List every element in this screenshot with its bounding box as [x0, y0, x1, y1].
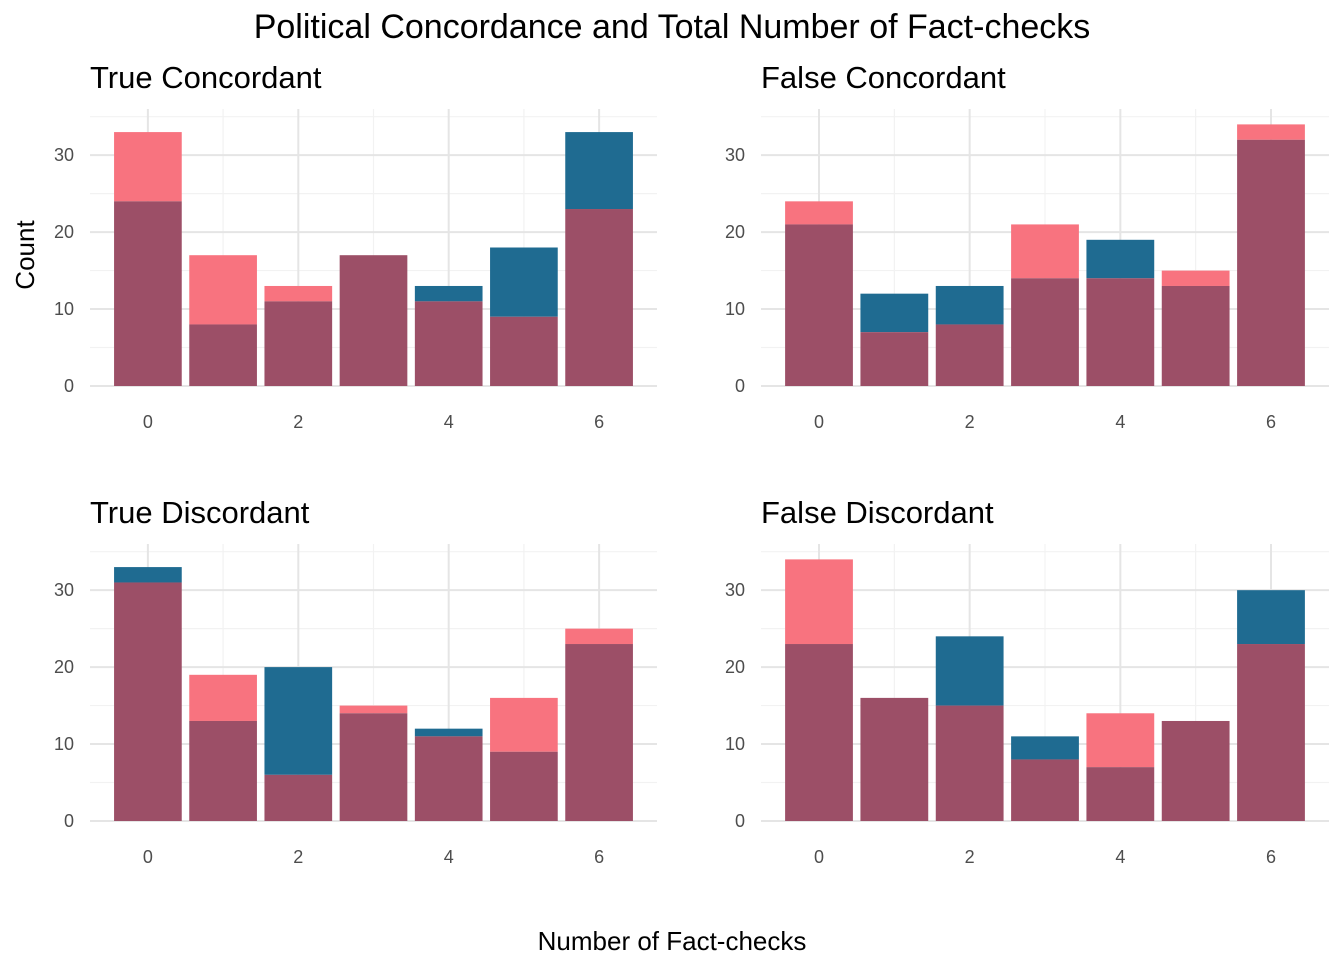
y-tick-label: 10: [54, 299, 74, 319]
x-tick-label: 6: [1266, 847, 1276, 867]
facet-panel: 0 10 20 30 0 2 4 6 True Discordant: [54, 495, 657, 867]
bar-overlap: [1086, 767, 1155, 821]
bar-series-1: [189, 255, 257, 325]
bar-overlap: [1237, 644, 1305, 821]
x-tick-label: 2: [965, 847, 975, 867]
bar-series-1: [264, 285, 333, 302]
y-axis-title: Count: [10, 220, 40, 290]
x-tick-label: 4: [444, 412, 454, 432]
bar-series-2: [1086, 239, 1155, 279]
y-tick-label: 30: [725, 580, 745, 600]
y-tick-label: 0: [735, 811, 745, 831]
bar-series-1: [565, 628, 633, 645]
bar-series-1: [1237, 124, 1305, 140]
facet-panel: 0 10 20 30 0 2 4 6 False Discordant: [725, 495, 1329, 867]
bar-series-2: [860, 293, 929, 333]
x-tick-label: 0: [814, 412, 824, 432]
bar-overlap: [114, 201, 182, 386]
panel-title: True Concordant: [90, 60, 322, 95]
x-tick-label: 4: [1115, 847, 1125, 867]
facet-panel: 0 10 20 30 0 2 4 6 False Concordant: [725, 60, 1329, 432]
y-tick-label: 0: [735, 376, 745, 396]
bar-series-2: [414, 728, 483, 737]
bar-overlap: [490, 316, 558, 386]
panel-title: False Concordant: [761, 60, 1006, 95]
x-tick-label: 0: [143, 412, 153, 432]
bar-overlap: [565, 209, 633, 386]
panel-title: False Discordant: [761, 495, 994, 530]
y-tick-label: 10: [725, 734, 745, 754]
x-axis-title: Number of Fact-checks: [538, 926, 807, 956]
x-tick-label: 6: [594, 847, 604, 867]
y-tick-label: 0: [64, 376, 74, 396]
chart-title: Political Concordance and Total Number o…: [254, 8, 1091, 46]
facet-panel: 0 10 20 30 0 2 4 6 True Concordant: [54, 60, 657, 432]
y-tick-label: 20: [725, 657, 745, 677]
bar-overlap: [935, 705, 1004, 821]
bar-series-1: [339, 705, 408, 714]
bar-series-2: [1011, 736, 1079, 760]
bar-overlap: [1237, 139, 1305, 386]
bar-overlap: [264, 301, 333, 386]
x-tick-label: 0: [143, 847, 153, 867]
bar-overlap: [785, 224, 853, 386]
bar-series-2: [490, 247, 558, 317]
bar-series-1: [490, 697, 558, 752]
bar-overlap: [490, 751, 558, 821]
bar-series-2: [114, 567, 182, 583]
bar-overlap: [189, 324, 257, 386]
bar-series-1: [1161, 270, 1230, 286]
x-tick-label: 0: [814, 847, 824, 867]
bar-overlap: [114, 582, 182, 821]
bar-overlap: [264, 774, 333, 821]
y-tick-label: 30: [54, 145, 74, 165]
x-tick-label: 6: [594, 412, 604, 432]
bar-series-1: [189, 674, 257, 721]
x-tick-label: 2: [293, 412, 303, 432]
bar-overlap: [785, 644, 853, 821]
x-tick-label: 2: [965, 412, 975, 432]
bar-series-2: [264, 667, 333, 775]
bar-overlap: [189, 720, 257, 821]
y-tick-label: 20: [725, 222, 745, 242]
bar-overlap: [1086, 278, 1155, 386]
bar-overlap: [860, 332, 929, 386]
y-tick-label: 10: [54, 734, 74, 754]
bar-overlap: [1161, 285, 1230, 386]
x-tick-label: 4: [444, 847, 454, 867]
y-tick-label: 30: [725, 145, 745, 165]
bar-series-2: [1237, 590, 1305, 645]
x-tick-label: 4: [1115, 412, 1125, 432]
bar-series-1: [114, 132, 182, 202]
y-tick-label: 10: [725, 299, 745, 319]
bar-series-1: [785, 559, 853, 645]
x-tick-label: 2: [293, 847, 303, 867]
bar-series-2: [935, 636, 1004, 706]
bar-overlap: [414, 736, 483, 821]
bar-series-2: [565, 132, 633, 210]
bar-overlap: [860, 697, 929, 821]
panel-title: True Discordant: [90, 495, 310, 530]
bar-overlap: [1161, 720, 1230, 821]
bar-series-1: [785, 201, 853, 225]
bar-overlap: [1011, 759, 1079, 821]
bar-overlap: [339, 255, 408, 386]
bar-overlap: [414, 301, 483, 386]
y-tick-label: 20: [54, 657, 74, 677]
bar-series-1: [1011, 224, 1079, 279]
y-tick-label: 0: [64, 811, 74, 831]
bar-overlap: [339, 713, 408, 821]
y-tick-label: 30: [54, 580, 74, 600]
x-tick-label: 6: [1266, 412, 1276, 432]
bar-series-2: [414, 285, 483, 302]
bar-series-1: [1086, 713, 1155, 768]
y-tick-label: 20: [54, 222, 74, 242]
bar-overlap: [565, 644, 633, 821]
bar-overlap: [1011, 278, 1079, 386]
bar-overlap: [935, 324, 1004, 386]
bar-series-2: [935, 285, 1004, 325]
